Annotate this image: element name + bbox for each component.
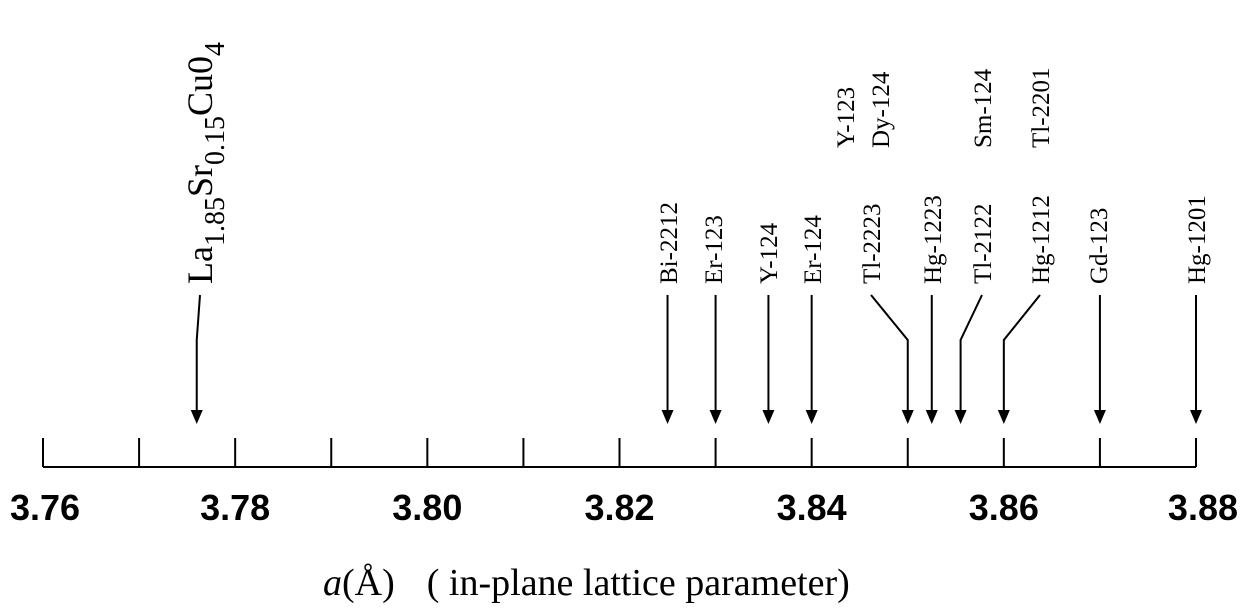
axis-description: ( in-plane lattice parameter) <box>427 562 850 604</box>
compound-label-hg-1223: Hg-1223 <box>920 195 947 284</box>
marker-line-tl-2223 <box>870 294 909 412</box>
compound-labels: La1.85Sr0.15Cu04 Bi-2212 Er-123 Y-124 Er-124… <box>180 42 1211 284</box>
compound-label-er-123: Er-123 <box>701 215 728 284</box>
compound-label-gd-123: Gd-123 <box>1086 208 1113 284</box>
axis-tick-label: 3.88 <box>1168 487 1238 528</box>
label-part: La <box>180 246 220 284</box>
compound-label-er-124: Er-124 <box>800 215 827 284</box>
marker-arrow-er-124 <box>805 410 818 424</box>
compound-label-y-123: Y-123 <box>833 87 860 148</box>
axis: 3.76 3.78 3.80 3.82 3.84 3.86 3.88 <box>10 438 1238 528</box>
axis-tick-label: 3.80 <box>392 487 462 528</box>
label-part: 4 <box>200 42 231 56</box>
label-part: Cu0 <box>180 56 220 116</box>
marker-line-hg-1212 <box>1002 294 1041 412</box>
marker-arrow-tl-2223 <box>901 410 914 424</box>
marker-arrow-hg-1223 <box>925 410 938 424</box>
axis-tick-label: 3.84 <box>777 487 847 528</box>
compound-label-tl-2122: Tl-2122 <box>970 203 997 284</box>
marker-line-la1-85sr0-15cu04 <box>195 294 201 412</box>
compound-markers <box>190 294 1202 424</box>
marker-arrow-bi-2212 <box>661 410 674 424</box>
compound-label-hg-1212: Hg-1212 <box>1028 195 1055 284</box>
marker-arrow-hg-1201 <box>1190 410 1202 424</box>
marker-arrow-y-124 <box>762 410 775 424</box>
compound-label-tl-2223: Tl-2223 <box>859 203 886 284</box>
compound-label-la1-85sr0-15cu04: La1.85Sr0.15Cu04 <box>180 42 231 284</box>
axis-tick-label: 3.82 <box>584 487 654 528</box>
marker-arrow-hg-1212 <box>997 410 1010 424</box>
label-part: Sr <box>180 165 220 197</box>
axis-tick-label: 3.86 <box>969 487 1039 528</box>
compound-label-tl-2201: Tl-2201 <box>1028 67 1055 148</box>
compound-label-dy-124: Dy-124 <box>868 71 895 148</box>
marker-arrow-la1-85sr0-15cu04 <box>190 410 203 424</box>
axis-title: a(Å) ( in-plane lattice parameter) <box>323 562 850 604</box>
axis-variable: a <box>323 562 342 604</box>
axis-tick-label: 3.76 <box>10 487 80 528</box>
marker-line-tl-2122 <box>959 294 983 412</box>
label-part: 1.85 <box>200 197 231 246</box>
compound-label-sm-124: Sm-124 <box>970 68 997 148</box>
compound-label-bi-2212: Bi-2212 <box>656 202 683 284</box>
marker-arrow-tl-2122 <box>954 410 967 424</box>
compound-label-hg-1201: Hg-1201 <box>1184 195 1211 284</box>
marker-arrow-er-123 <box>709 410 722 424</box>
marker-arrow-gd-123 <box>1093 410 1106 424</box>
label-part: 0.15 <box>200 116 231 165</box>
axis-tick-label: 3.78 <box>200 487 270 528</box>
compound-label-y-124: Y-124 <box>756 222 783 284</box>
axis-unit: (Å) <box>342 562 395 604</box>
